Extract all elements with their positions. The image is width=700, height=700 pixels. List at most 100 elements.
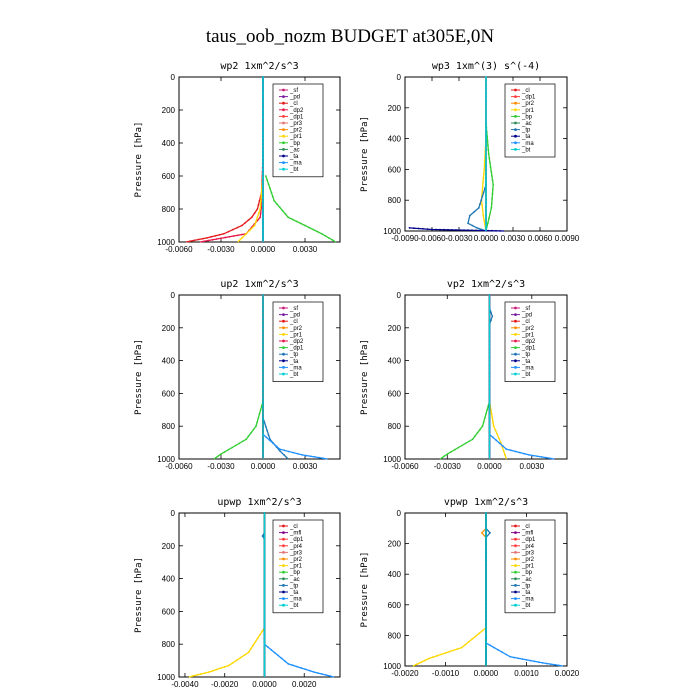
legend-marker [282, 319, 285, 323]
legend-marker [282, 95, 285, 98]
legend-entry-pr1: _pr1 [521, 564, 535, 570]
legend-entry-dp1: _dp1 [521, 537, 536, 543]
series-marker-bt [263, 620, 266, 622]
panel-4: vp2 1xm^2/s^3 Pressure [hPa] 0 200 400 600 800… [360, 279, 568, 471]
series-marker-bt [262, 233, 264, 235]
legend-entry-ma: _ma [521, 141, 534, 147]
series-marker-bt [485, 512, 487, 514]
series-line-ma [485, 642, 564, 667]
series-marker-ma [501, 651, 504, 654]
series-marker-bt [488, 454, 491, 456]
series-marker-bt [488, 302, 491, 304]
series-marker-bt [488, 374, 491, 376]
legend-entry-mfl: _mfl [521, 531, 533, 537]
series-marker-bt [262, 306, 264, 308]
legend-marker [282, 121, 285, 125]
legend-entry-pr1: _pr1 [521, 332, 535, 338]
series-marker-ma [554, 663, 556, 666]
series-marker-pr1 [481, 186, 484, 188]
legend-entry-pr3: _pr3 [521, 550, 535, 556]
series-marker-tp [283, 454, 285, 456]
legend-marker [514, 584, 517, 587]
legend-entry-tp: _tp [289, 583, 299, 589]
legend-marker [514, 333, 517, 336]
series-marker-bt [488, 350, 491, 352]
series-marker-bt [485, 217, 487, 220]
x-tick-label: -0.0060 [165, 245, 193, 254]
series-marker-bt [485, 226, 487, 228]
series-marker-bt [485, 604, 487, 607]
series-marker-tp [482, 191, 485, 194]
series-marker-ma [329, 675, 331, 677]
y-tick-label: 0 [171, 73, 176, 82]
x-tick-label: -0.0060 [418, 234, 446, 243]
legend-entry-ac: _ac [289, 577, 300, 583]
legend-marker [282, 326, 285, 330]
series-marker-ma [273, 651, 276, 654]
series-marker-bt [262, 438, 264, 440]
series-marker-bt [262, 180, 264, 183]
series-marker-bt [262, 132, 264, 135]
legend-entry-dp2: _dp2 [521, 339, 536, 345]
series-marker-bt [485, 540, 487, 543]
x-tick-label: 0.0010 [514, 669, 539, 678]
series-marker-bp [284, 213, 287, 215]
series-marker-ma [313, 456, 316, 458]
legend-entry-ta: _ta [521, 590, 531, 596]
series-marker-bt [485, 132, 487, 135]
series-marker-bp [490, 170, 493, 173]
series-marker-ma [523, 452, 526, 455]
series-marker-bt [485, 201, 487, 204]
y-tick-label: 0 [171, 291, 176, 300]
x-tick-label: 0.0000 [477, 462, 502, 471]
series-marker-tp [490, 311, 492, 314]
series-marker-dp1 [258, 413, 261, 415]
x-tick-label: -0.0060 [165, 462, 193, 471]
series-marker-pr1 [492, 425, 495, 428]
series-marker-dp1 [464, 442, 467, 445]
series-marker-bt [485, 520, 487, 522]
series-marker-ma [532, 454, 535, 457]
series-marker-bp [486, 222, 489, 225]
series-marker-ma [497, 649, 499, 651]
series-marker-bp [291, 218, 294, 221]
series-marker-dp1 [468, 440, 470, 443]
series-marker-bt [262, 302, 264, 304]
series-marker-ma [537, 661, 540, 664]
series-marker-bt [262, 386, 264, 388]
series-marker-ta [463, 229, 465, 232]
panel-title: up2 1xm^2/s^3 [220, 279, 298, 290]
series-marker-bt [485, 645, 487, 647]
series-marker-bt [262, 406, 264, 408]
series-marker-bt [263, 548, 266, 550]
series-marker-bp [486, 139, 489, 142]
series-marker-tp [489, 532, 491, 534]
legend-marker [514, 366, 517, 369]
series-marker-dp1 [481, 425, 484, 428]
series-marker-bt [485, 536, 487, 539]
series-marker-cl [258, 199, 261, 202]
legend-box [272, 301, 324, 382]
series-marker-pr1 [256, 637, 259, 640]
legend-entry-cl: _cl [289, 319, 298, 325]
series-marker-bt [485, 222, 487, 224]
series-marker-bt [262, 184, 264, 187]
series-marker-cl [193, 239, 196, 242]
series-marker-bt [485, 108, 487, 111]
series-marker-ta [451, 229, 453, 231]
series-marker-bt [485, 628, 487, 631]
legend-entry-dp1: _dp1 [289, 114, 304, 120]
legend-marker [514, 95, 517, 98]
series-marker-tp [278, 449, 281, 452]
series-marker-bp [316, 230, 319, 233]
y-tick-label: 800 [388, 196, 402, 205]
series-marker-bt [488, 386, 491, 388]
legend-marker [282, 544, 285, 548]
series-marker-ma [528, 454, 530, 456]
series-marker-bt [485, 213, 487, 216]
series-marker-bt [485, 600, 487, 603]
legend-entry-tp: _tp [289, 352, 299, 358]
legend-entry-bp: _bp [289, 141, 301, 147]
series-marker-bt [262, 410, 264, 412]
series-marker-pr1 [474, 635, 477, 638]
